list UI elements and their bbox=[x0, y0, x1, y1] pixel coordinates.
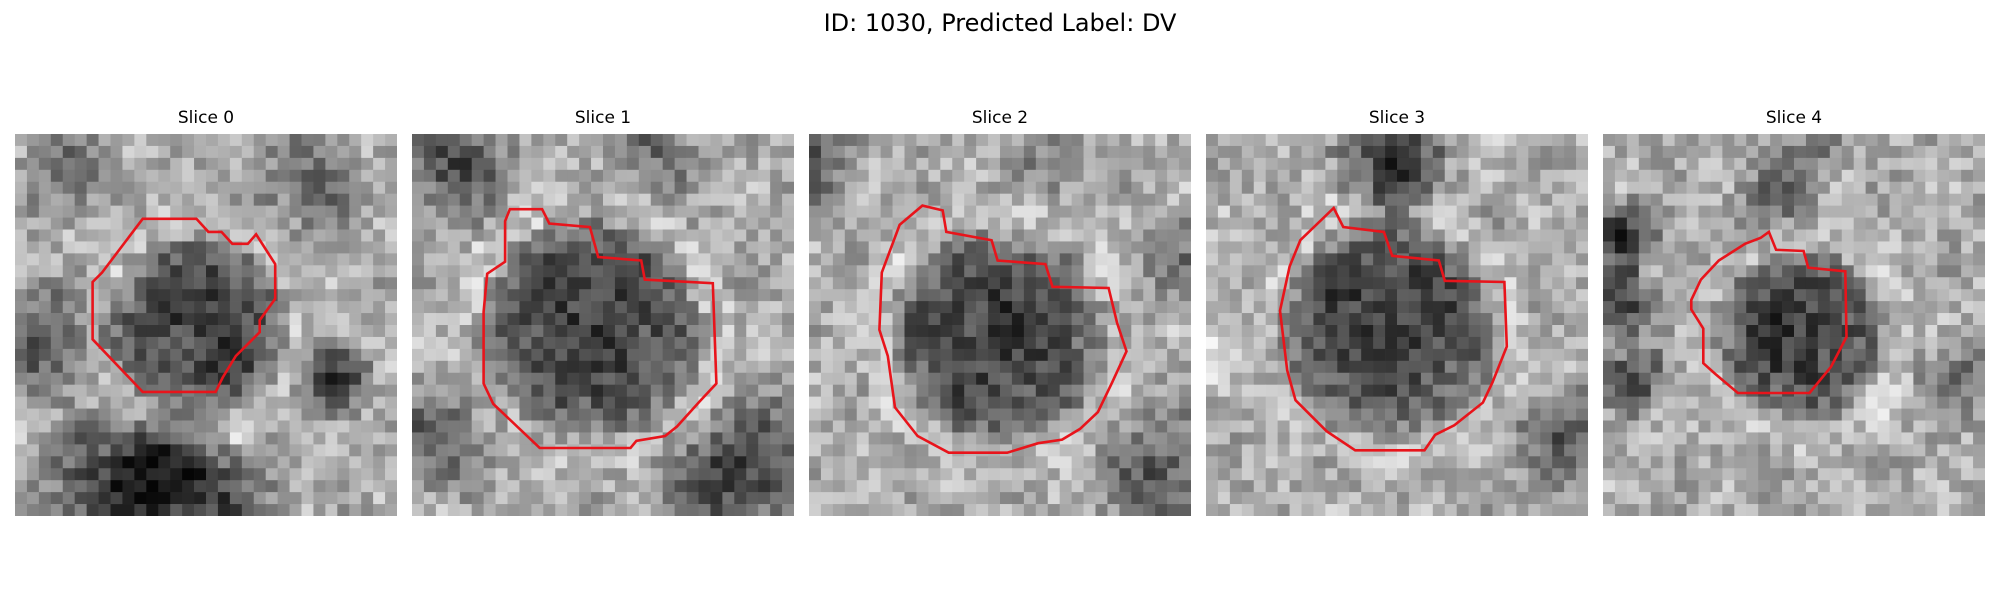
slice-panel-3: Slice 3 bbox=[1206, 108, 1588, 516]
slice-image-0 bbox=[15, 134, 397, 516]
slice-image-4 bbox=[1603, 134, 1985, 516]
slice-image-2 bbox=[809, 134, 1191, 516]
figure-title: ID: 1030, Predicted Label: DV bbox=[823, 9, 1177, 37]
segmentation-outline bbox=[482, 207, 718, 450]
slice-image-1 bbox=[412, 134, 794, 516]
segmentation-outline bbox=[91, 217, 277, 394]
slice-title: Slice 3 bbox=[1368, 108, 1426, 128]
slice-panel-4: Slice 4 bbox=[1603, 108, 1985, 516]
slice-image-3 bbox=[1206, 134, 1588, 516]
slice-panel-1: Slice 1 bbox=[412, 108, 794, 516]
slice-title: Slice 2 bbox=[971, 108, 1029, 128]
segmentation-outline bbox=[1690, 229, 1848, 395]
slice-title: Slice 0 bbox=[177, 108, 235, 128]
slice-title: Slice 4 bbox=[1765, 108, 1823, 128]
slice-panel-0: Slice 0 bbox=[15, 108, 397, 516]
slice-panel-2: Slice 2 bbox=[809, 108, 1191, 516]
segmentation-outline bbox=[1278, 205, 1509, 452]
slice-title: Slice 1 bbox=[574, 108, 632, 128]
segmentation-outline bbox=[878, 204, 1128, 455]
